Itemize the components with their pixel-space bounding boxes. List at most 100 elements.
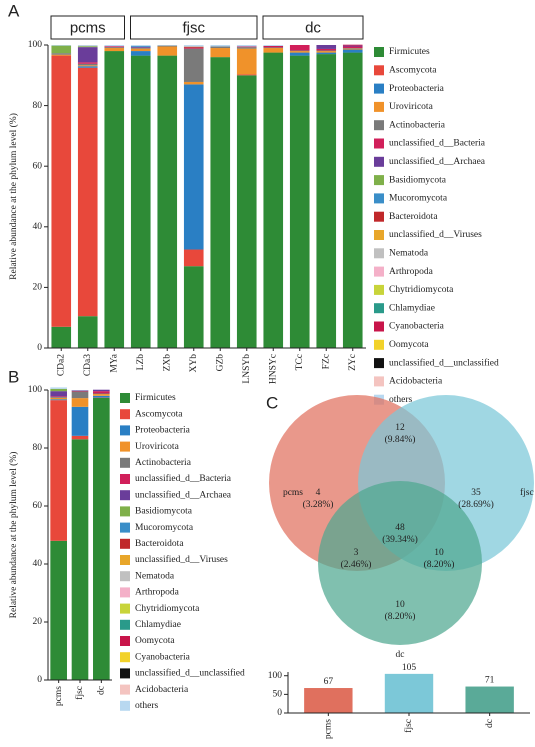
x-tick-label: XYb (189, 354, 199, 373)
bar-segment (50, 396, 67, 398)
bar (465, 686, 514, 713)
bar-segment (157, 45, 178, 46)
legend-swatch (120, 700, 130, 711)
bar-segment (50, 399, 67, 401)
bar-segment (316, 52, 337, 55)
x-tick-label: fjsc (74, 686, 85, 700)
bar-segment (263, 45, 284, 46)
legend-swatch (374, 138, 384, 149)
bar-segment (236, 47, 257, 49)
legend-swatch (120, 619, 130, 630)
x-tick-label: HNSYc (268, 354, 278, 384)
legend-label: Acidobacteria (389, 377, 443, 387)
legend-label: Mucoromycota (389, 194, 448, 204)
legend-swatch (374, 248, 384, 259)
y-tick-label: 40 (33, 222, 43, 232)
group-label: dc (305, 19, 321, 36)
bar-segment (93, 395, 110, 398)
bar-segment (236, 45, 257, 47)
bar-segment (316, 51, 337, 53)
bar-segment (51, 54, 72, 56)
value-label: 71 (485, 676, 495, 686)
bar-segment (183, 48, 204, 82)
legend-label: Acidobacteria (135, 685, 189, 695)
bar-segment (236, 46, 257, 48)
x-tick-label: GZb (215, 354, 225, 372)
legend-swatch (374, 376, 384, 387)
legend-swatch (120, 522, 130, 533)
legend-label: Uroviricota (135, 442, 180, 452)
bar-segment (104, 46, 125, 48)
bar-segment (71, 435, 89, 440)
legend-label: Mucoromycota (135, 523, 194, 533)
bar-segment (93, 394, 110, 396)
panel-label: C (266, 393, 278, 412)
bar-segment (130, 45, 151, 46)
bar-segment (183, 84, 204, 250)
legend-label: Firmicutes (389, 47, 430, 57)
y-tick-label: 20 (33, 617, 43, 627)
group-box (262, 15, 364, 40)
legend-swatch (120, 684, 130, 695)
legend-label: Basidiomycota (389, 175, 447, 185)
group-box (130, 15, 258, 40)
legend-swatch (374, 175, 384, 186)
legend-swatch (120, 457, 130, 468)
legend-swatch (120, 555, 130, 565)
legend-label: Cyanobacteria (389, 322, 445, 332)
bar-segment (130, 45, 151, 47)
region-count: 10 (434, 548, 444, 558)
bar-segment (183, 46, 204, 48)
legend-swatch (374, 266, 384, 277)
y-tick-label: 100 (28, 40, 43, 50)
y-tick-label: 60 (33, 161, 43, 171)
bar-segment (77, 45, 98, 46)
bar-segment (51, 53, 72, 55)
y-tick-label: 0 (277, 708, 282, 718)
x-tick-label: ZYc (348, 354, 358, 371)
bar-segment (71, 398, 89, 407)
bar-segment (50, 391, 67, 397)
bar-segment (263, 46, 284, 48)
legend-swatch (374, 65, 384, 76)
bar-segment (71, 390, 89, 391)
bar-segment (263, 45, 284, 47)
bar-segment (289, 52, 310, 56)
bar-segment (157, 46, 178, 56)
y-tick-label: 0 (37, 343, 42, 353)
x-tick-label: MYa (109, 353, 119, 372)
region-percent: (3.28%) (303, 499, 334, 510)
bar-segment (316, 48, 337, 51)
legend-swatch (120, 587, 130, 598)
region-percent: (2.46%) (341, 559, 372, 570)
legend-label: unclassified_d__Bacteria (389, 138, 486, 149)
legend-swatch (120, 490, 130, 501)
x-tick-label: pcms (54, 686, 64, 706)
bar-segment (342, 52, 363, 348)
bar-segment (183, 45, 204, 46)
legend-label: unclassified_d__Archaea (389, 156, 486, 167)
bar-segment (157, 55, 178, 348)
legend-swatch (374, 303, 384, 314)
bar-segment (342, 49, 363, 53)
legend-label: Actinobacteria (135, 458, 192, 468)
legend-swatch (120, 474, 130, 484)
legend-swatch (120, 538, 130, 549)
region-count: 10 (395, 600, 405, 610)
region-percent: (8.20%) (424, 559, 455, 570)
region-count: 35 (471, 488, 481, 498)
bar-segment (77, 62, 98, 64)
region-percent: (9.84%) (385, 434, 416, 445)
bar-segment (210, 57, 231, 349)
bar-segment (77, 47, 98, 63)
bar-segment (289, 50, 310, 52)
y-tick-label: 80 (33, 443, 43, 453)
legend-swatch (120, 425, 130, 436)
bar-segment (210, 45, 231, 47)
bar-segment (342, 45, 363, 47)
bar-segment (71, 439, 89, 680)
x-tick-label: CDa2 (56, 354, 66, 376)
region-count: 12 (395, 423, 405, 433)
bar-segment (130, 55, 151, 348)
bar-segment (236, 74, 257, 76)
